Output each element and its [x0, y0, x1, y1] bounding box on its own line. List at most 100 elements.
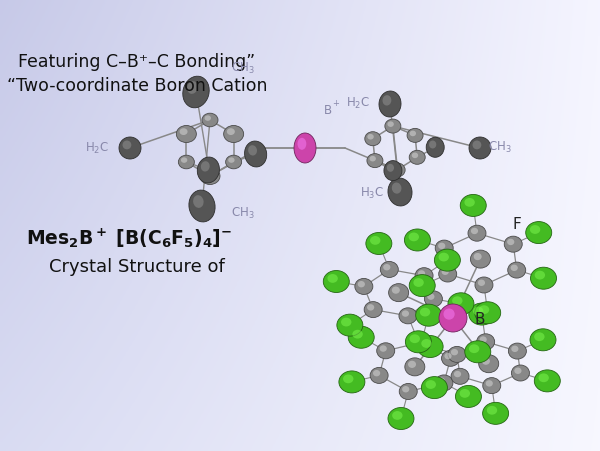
Ellipse shape	[415, 268, 433, 284]
Ellipse shape	[367, 134, 374, 139]
Ellipse shape	[370, 368, 388, 383]
Ellipse shape	[383, 95, 391, 106]
Ellipse shape	[443, 308, 455, 320]
Ellipse shape	[530, 267, 557, 289]
Ellipse shape	[405, 358, 425, 376]
Ellipse shape	[448, 346, 466, 363]
Ellipse shape	[365, 132, 381, 146]
Ellipse shape	[469, 344, 479, 353]
Ellipse shape	[454, 371, 461, 377]
Ellipse shape	[248, 145, 257, 156]
Ellipse shape	[465, 341, 491, 363]
Ellipse shape	[373, 370, 380, 377]
Ellipse shape	[504, 236, 522, 252]
Ellipse shape	[473, 307, 484, 315]
Ellipse shape	[438, 377, 445, 384]
Ellipse shape	[530, 329, 556, 351]
Ellipse shape	[406, 331, 431, 353]
Ellipse shape	[468, 225, 486, 241]
Ellipse shape	[534, 370, 560, 392]
Ellipse shape	[508, 262, 526, 278]
Ellipse shape	[511, 345, 518, 352]
Ellipse shape	[460, 194, 486, 216]
Ellipse shape	[439, 304, 467, 332]
Ellipse shape	[475, 302, 500, 324]
Ellipse shape	[323, 271, 349, 293]
Ellipse shape	[370, 156, 376, 161]
Ellipse shape	[179, 128, 188, 135]
Ellipse shape	[470, 250, 490, 268]
Ellipse shape	[366, 232, 392, 254]
Text: CH$_3$: CH$_3$	[488, 139, 512, 155]
Ellipse shape	[205, 115, 211, 121]
Ellipse shape	[228, 157, 235, 163]
Ellipse shape	[534, 332, 545, 341]
Ellipse shape	[193, 195, 203, 208]
Ellipse shape	[418, 270, 425, 276]
Ellipse shape	[384, 161, 402, 180]
Ellipse shape	[482, 358, 490, 365]
Ellipse shape	[421, 339, 431, 348]
Ellipse shape	[479, 336, 487, 343]
Ellipse shape	[370, 236, 380, 245]
Ellipse shape	[409, 275, 435, 297]
Ellipse shape	[445, 353, 452, 359]
Ellipse shape	[451, 349, 458, 355]
Ellipse shape	[473, 253, 482, 260]
Ellipse shape	[469, 303, 495, 325]
Text: H$_3$C: H$_3$C	[360, 185, 384, 201]
Ellipse shape	[464, 198, 475, 207]
Ellipse shape	[408, 361, 416, 368]
Ellipse shape	[392, 183, 401, 193]
Ellipse shape	[421, 377, 448, 399]
Ellipse shape	[387, 164, 394, 172]
Ellipse shape	[535, 271, 545, 280]
Ellipse shape	[476, 334, 494, 350]
Ellipse shape	[448, 293, 474, 315]
Ellipse shape	[337, 314, 363, 336]
Ellipse shape	[183, 76, 209, 108]
Ellipse shape	[507, 239, 514, 245]
Ellipse shape	[420, 308, 430, 317]
Ellipse shape	[514, 368, 521, 374]
Ellipse shape	[407, 129, 423, 143]
Ellipse shape	[478, 280, 485, 286]
Ellipse shape	[187, 81, 197, 94]
Ellipse shape	[404, 229, 430, 251]
Ellipse shape	[530, 225, 540, 234]
Text: CH$_3$: CH$_3$	[231, 206, 255, 221]
Ellipse shape	[479, 305, 489, 314]
Ellipse shape	[119, 137, 141, 159]
Ellipse shape	[392, 411, 403, 420]
Ellipse shape	[294, 133, 316, 163]
Ellipse shape	[176, 125, 196, 143]
Ellipse shape	[367, 304, 374, 311]
Ellipse shape	[417, 336, 443, 358]
Ellipse shape	[178, 155, 194, 169]
Ellipse shape	[380, 262, 398, 277]
Ellipse shape	[439, 266, 457, 282]
Ellipse shape	[392, 165, 398, 171]
Ellipse shape	[483, 377, 501, 394]
Ellipse shape	[439, 253, 449, 262]
Ellipse shape	[475, 277, 493, 293]
Text: “Two-coordinate Boron Cation: “Two-coordinate Boron Cation	[7, 77, 267, 95]
Text: Featuring C–B⁺–C Bonding”: Featuring C–B⁺–C Bonding”	[18, 53, 256, 71]
Ellipse shape	[227, 128, 235, 135]
Ellipse shape	[442, 268, 449, 275]
Ellipse shape	[424, 291, 442, 307]
Ellipse shape	[122, 141, 131, 149]
Ellipse shape	[469, 137, 491, 159]
Ellipse shape	[328, 274, 338, 283]
Text: CH$_3$: CH$_3$	[231, 60, 255, 76]
Ellipse shape	[339, 371, 365, 393]
Ellipse shape	[526, 221, 552, 244]
Ellipse shape	[538, 373, 549, 382]
Text: +: +	[332, 100, 340, 109]
Ellipse shape	[358, 281, 365, 287]
Ellipse shape	[479, 354, 499, 373]
Ellipse shape	[427, 294, 434, 300]
Ellipse shape	[426, 137, 444, 157]
Ellipse shape	[388, 408, 414, 429]
Ellipse shape	[412, 152, 418, 158]
